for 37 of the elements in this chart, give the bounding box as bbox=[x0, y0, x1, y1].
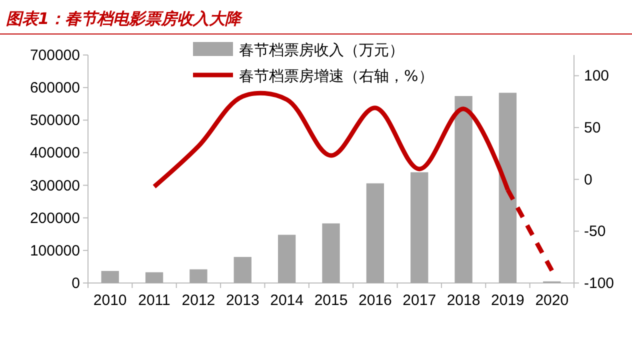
x-tick-label: 2013 bbox=[226, 292, 260, 309]
bar bbox=[366, 183, 384, 283]
x-tick-label: 2019 bbox=[491, 292, 524, 309]
bar bbox=[454, 96, 472, 283]
x-tick-label: 2014 bbox=[270, 292, 304, 309]
x-tick-label: 2010 bbox=[93, 292, 127, 309]
y-tick-label: 200000 bbox=[30, 210, 80, 227]
bar bbox=[278, 234, 296, 283]
y-tick-label: 600000 bbox=[30, 80, 80, 97]
y-tick-label: 500000 bbox=[30, 112, 80, 130]
bar bbox=[322, 223, 340, 283]
chart-title: 图表1：春节档电影票房收入大降 bbox=[6, 9, 244, 28]
x-tick-label: 2016 bbox=[358, 292, 392, 309]
bar bbox=[234, 256, 252, 283]
legend-label: 春节档票房收入（万元） bbox=[239, 41, 404, 59]
y2-tick-label: -50 bbox=[584, 223, 606, 240]
x-tick-label: 2015 bbox=[314, 292, 348, 309]
bar bbox=[145, 272, 164, 283]
x-tick-label: 2012 bbox=[182, 292, 216, 309]
x-tick-label: 2020 bbox=[535, 292, 569, 309]
x-tick-label: 2018 bbox=[446, 292, 480, 309]
y2-tick-label: 0 bbox=[584, 171, 592, 188]
x-tick-label: 2017 bbox=[402, 292, 436, 309]
bar bbox=[190, 269, 208, 283]
bar bbox=[101, 270, 119, 283]
y2-tick-label: 100 bbox=[584, 68, 610, 85]
x-tick-label: 2011 bbox=[138, 292, 170, 309]
bar bbox=[498, 92, 517, 283]
y-tick-label: 300000 bbox=[30, 177, 80, 194]
y2-tick-label: 50 bbox=[584, 120, 601, 137]
legend-label: 春节档票房增速（右轴，%） bbox=[239, 67, 434, 85]
y-tick-label: 400000 bbox=[30, 144, 80, 162]
y-tick-label: 700000 bbox=[30, 47, 80, 64]
y-tick-label: 100000 bbox=[30, 242, 80, 260]
y-tick-label: 0 bbox=[72, 275, 80, 292]
y2-tick-label: -100 bbox=[584, 275, 614, 292]
bar bbox=[410, 172, 428, 283]
